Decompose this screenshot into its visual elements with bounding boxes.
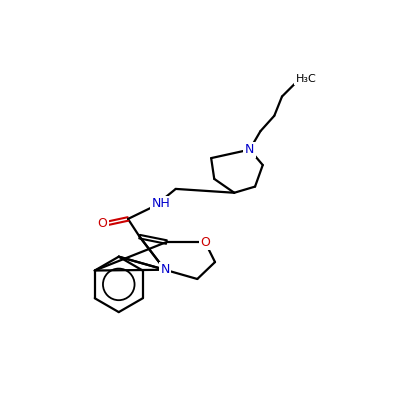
Text: N: N (160, 263, 170, 276)
Text: O: O (200, 236, 210, 248)
Text: NH: NH (152, 197, 170, 210)
Text: O: O (98, 217, 108, 230)
Text: N: N (245, 143, 254, 156)
Text: H₃C: H₃C (296, 74, 316, 84)
